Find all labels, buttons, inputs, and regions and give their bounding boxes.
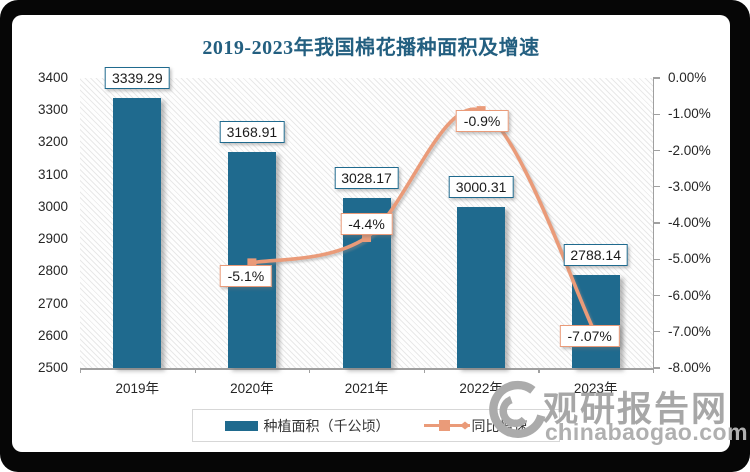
x-axis-label: 2021年 <box>344 381 389 396</box>
left-axis-tick-label: 2900 <box>37 231 68 247</box>
right-axis-tick-label: -6.00% <box>668 287 711 303</box>
line-value-label: -7.07% <box>559 325 620 348</box>
bar-value-label: 3000.31 <box>448 175 514 198</box>
bar <box>457 206 506 368</box>
left-axis-tick-label: 2700 <box>37 295 68 311</box>
left-axis-tick-label: 3000 <box>37 198 68 214</box>
line-value-label: -4.4% <box>340 213 393 235</box>
x-axis-label: 2023年 <box>573 381 618 396</box>
x-axis-label: 2019年 <box>115 381 160 396</box>
x-axis-label: 2022年 <box>459 381 503 396</box>
chart-panel: 2019-2023年我国棉花播种面积及增速 种植面积（千公顷） 同比增速 340… <box>12 15 730 452</box>
bar <box>113 97 162 368</box>
right-axis-tick <box>653 149 660 152</box>
right-axis-tick-label: -3.00% <box>668 178 711 194</box>
bar-value-label: 3168.91 <box>219 121 285 144</box>
legend-label-growth: 同比增速 <box>471 417 528 434</box>
left-axis-tick-label: 2800 <box>37 263 68 279</box>
right-axis-tick <box>653 113 660 115</box>
right-axis-tick <box>653 222 660 224</box>
right-axis-tick-label: -7.00% <box>668 323 711 339</box>
line-value-label: -0.9% <box>455 109 509 132</box>
chart-title: 2019-2023年我国棉花播种面积及增速 <box>202 37 540 59</box>
right-axis-tick <box>653 331 660 333</box>
right-axis-tick-label: 0.00% <box>668 70 707 85</box>
x-axis-tick <box>309 368 311 373</box>
right-axis-tick-label: -4.00% <box>668 215 711 230</box>
x-axis-tick <box>80 368 82 373</box>
right-axis-tick <box>653 367 660 369</box>
right-axis-tick <box>653 77 660 79</box>
line-value-label: -5.1% <box>219 264 273 287</box>
left-axis-tick-label: 2600 <box>37 327 68 343</box>
legend-line-icon <box>423 420 470 431</box>
right-axis-tick <box>653 294 660 297</box>
legend-bar-swatch <box>224 420 258 431</box>
x-axis-tick <box>423 368 425 373</box>
right-axis-tick-label: -8.00% <box>668 360 711 375</box>
x-axis-tick <box>653 368 655 373</box>
bar-value-label: 2788.14 <box>563 244 628 267</box>
left-axis-tick-label: 2500 <box>37 360 68 375</box>
x-axis-tick <box>194 368 196 373</box>
right-axis-tick-label: -5.00% <box>668 251 711 267</box>
right-axis-tick-label: -1.00% <box>668 106 711 122</box>
bar <box>227 152 276 368</box>
right-axis-tick <box>653 258 660 260</box>
bar <box>571 275 620 368</box>
bar-value-label: 3028.17 <box>334 166 399 189</box>
bar-value-label: 3339.29 <box>104 66 170 89</box>
right-axis-tick-label: -2.00% <box>668 142 711 158</box>
left-axis-tick-label: 3100 <box>37 166 68 182</box>
legend-label-area: 种植面积（千公顷） <box>263 417 390 434</box>
left-axis-tick-label: 3200 <box>37 134 68 150</box>
left-axis-tick-label: 3400 <box>37 70 68 85</box>
x-axis-line <box>80 368 653 370</box>
legend: 种植面积（千公顷） 同比增速 <box>192 409 560 442</box>
x-axis-label: 2020年 <box>230 381 274 396</box>
x-axis-tick <box>538 368 540 373</box>
left-axis-tick-label: 3300 <box>37 102 68 118</box>
right-axis-tick <box>653 186 660 188</box>
